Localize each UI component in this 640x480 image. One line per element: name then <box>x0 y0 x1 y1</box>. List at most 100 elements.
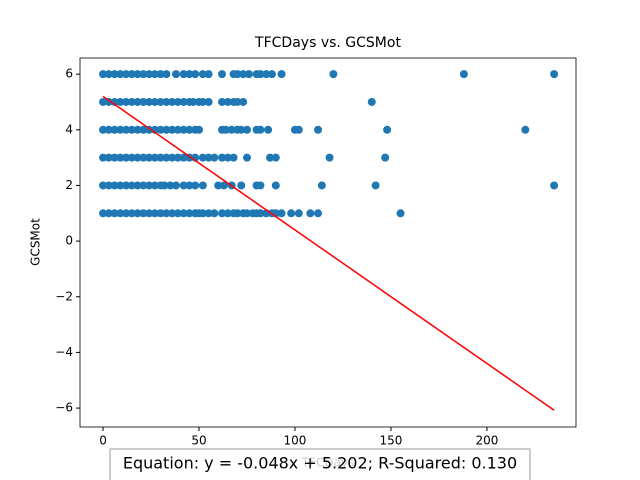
scatter-point <box>242 125 251 134</box>
scatter-point <box>116 125 125 134</box>
regression-line <box>102 95 555 411</box>
scatter-point <box>156 153 165 162</box>
scatter-point <box>156 125 165 134</box>
scatter-point <box>237 125 246 134</box>
x-tick-label: 200 <box>475 434 498 448</box>
y-tick-label: −4 <box>55 345 73 359</box>
scatter-point <box>156 209 165 218</box>
scatter-point <box>550 70 559 79</box>
scatter-point <box>287 209 296 218</box>
axes-frame <box>79 57 577 428</box>
scatter-point <box>223 209 232 218</box>
scatter-point <box>171 70 180 79</box>
scatter-point <box>396 209 405 218</box>
scatter-point <box>223 97 232 106</box>
scatter-point <box>314 209 323 218</box>
scatter-point <box>150 209 159 218</box>
scatter-point <box>145 209 154 218</box>
scatter-point <box>271 181 280 190</box>
scatter-point <box>219 181 228 190</box>
scatter-point <box>383 125 392 134</box>
scatter-point <box>133 153 142 162</box>
scatter-point <box>104 181 113 190</box>
scatter-point <box>162 153 171 162</box>
scatter-point <box>229 153 238 162</box>
scatter-point <box>294 209 303 218</box>
scatter-point <box>122 70 131 79</box>
scatter-point <box>233 97 242 106</box>
scatter-point <box>139 70 148 79</box>
chart-title: TFCDays vs. GCSMot <box>254 35 401 51</box>
y-tick-label: 2 <box>65 178 73 192</box>
x-tick-label: 0 <box>99 434 107 448</box>
scatter-point <box>221 125 230 134</box>
scatter-point <box>110 97 119 106</box>
scatter-point <box>267 70 276 79</box>
scatter-point <box>150 97 159 106</box>
scatter-point <box>122 125 131 134</box>
y-tick-label: −6 <box>55 401 73 415</box>
scatter-point <box>99 153 108 162</box>
scatter-point <box>244 70 253 79</box>
scatter-point <box>218 97 227 106</box>
scatter-point <box>139 209 148 218</box>
scatter-point <box>133 70 142 79</box>
scatter-point <box>162 125 171 134</box>
plot-area <box>99 70 559 411</box>
scatter-point <box>264 125 273 134</box>
scatter-point <box>237 181 246 190</box>
scatter-point <box>233 209 242 218</box>
scatter-point <box>104 125 113 134</box>
scatter-point <box>116 181 125 190</box>
scatter-point <box>168 97 177 106</box>
annotation: Equation: y = -0.048x + 5.202; R-Squared… <box>123 454 517 473</box>
scatter-point <box>329 70 338 79</box>
scatter-point <box>317 181 326 190</box>
scatter-point <box>198 97 207 106</box>
scatter-point <box>185 70 194 79</box>
scatter-point <box>173 125 182 134</box>
scatter-point <box>179 153 188 162</box>
scatter-point <box>133 97 142 106</box>
scatter-point <box>156 97 165 106</box>
scatter-point <box>179 97 188 106</box>
scatter-point <box>116 70 125 79</box>
scatter-point <box>204 153 213 162</box>
scatter-point <box>204 209 213 218</box>
scatter-point <box>218 153 227 162</box>
scatter-point <box>271 153 280 162</box>
y-tick-label: −2 <box>55 289 73 303</box>
scatter-point <box>210 209 219 218</box>
scatter-point <box>314 125 323 134</box>
x-tick-label: 100 <box>284 434 307 448</box>
scatter-point <box>99 181 108 190</box>
scatter-point <box>133 125 142 134</box>
scatter-point <box>150 153 159 162</box>
scatter-point <box>198 181 207 190</box>
scatter-point <box>150 70 159 79</box>
x-tick-label: 150 <box>380 434 403 448</box>
scatter-point <box>110 70 119 79</box>
scatter-point <box>227 125 236 134</box>
scatter-point <box>381 153 390 162</box>
y-axis-label: GCSMot <box>29 218 43 266</box>
scatter-point <box>198 153 207 162</box>
scatter-point <box>145 70 154 79</box>
scatter-point <box>171 181 180 190</box>
scatter-point <box>127 70 136 79</box>
scatter-point <box>218 70 227 79</box>
scatter-point <box>179 125 188 134</box>
scatter-point <box>127 97 136 106</box>
scatter-point <box>139 181 148 190</box>
y-tick-label: 6 <box>65 67 73 81</box>
scatter-point <box>145 153 154 162</box>
scatter-point <box>218 209 227 218</box>
scatter-point <box>223 153 232 162</box>
scatter-point <box>110 153 119 162</box>
scatter-point <box>198 209 207 218</box>
scatter-point <box>306 209 315 218</box>
scatter-point <box>127 209 136 218</box>
scatter-point <box>242 153 251 162</box>
scatter-point <box>256 125 265 134</box>
scatter-point <box>521 125 530 134</box>
